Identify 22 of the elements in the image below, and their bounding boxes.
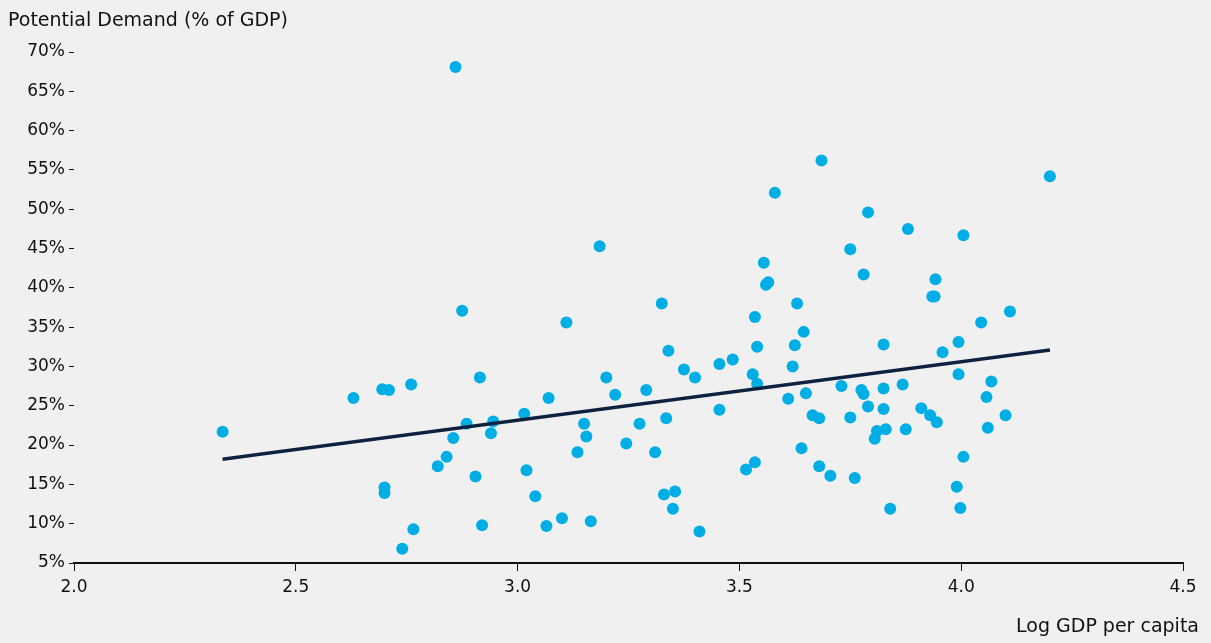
y-axis-title: Potential Demand (% of GDP) [8,8,288,30]
y-tick-label: 65% [27,79,65,100]
y-tick-label: 45% [27,236,65,257]
x-tick-label: 2.5 [282,575,310,596]
y-tick-label: 55% [27,158,65,179]
y-tick-label: 40% [27,276,65,297]
y-tick-label: 70% [27,40,65,61]
y-tick-label: 5% [38,551,65,572]
y-tick-label: 20% [27,433,65,454]
y-tick-label: 35% [27,315,65,336]
y-tick-label: 50% [27,197,65,218]
x-axis-title: Log GDP per capita [1016,614,1199,636]
x-tick-label: 4.0 [947,575,975,596]
y-tick-label: 10% [27,512,65,533]
y-tick-label: 30% [27,354,65,375]
x-tick-label: 3.0 [504,575,532,596]
x-tick-label: 2.0 [60,575,88,596]
y-tick-label: 60% [27,119,65,140]
y-tick-label: 25% [27,394,65,415]
x-tick-label: 4.5 [1169,575,1197,596]
y-tick-label: 15% [27,472,65,493]
x-tick-label: 3.5 [725,575,753,596]
